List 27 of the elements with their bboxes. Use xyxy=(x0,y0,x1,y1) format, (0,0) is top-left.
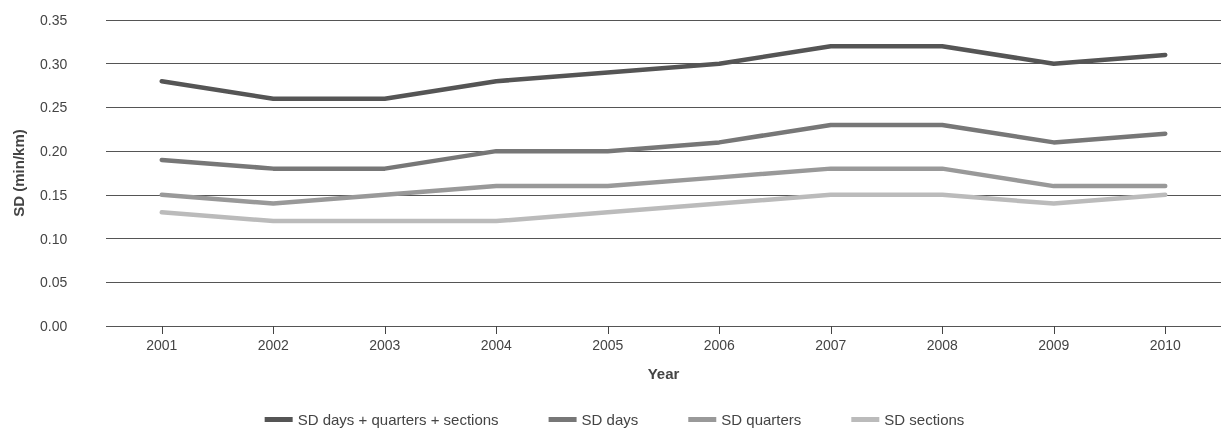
x-tick-label: 2006 xyxy=(703,337,736,353)
y-tick-label: 0.20 xyxy=(40,143,68,160)
line-series xyxy=(159,192,1168,224)
x-tick-label: 2008 xyxy=(926,337,959,353)
legend-label: SD sections xyxy=(884,411,965,428)
y-tick-label: 0.30 xyxy=(40,55,68,72)
y-tick-label: 0.00 xyxy=(40,318,68,334)
legend-label: SD days + quarters + sections xyxy=(297,411,499,428)
x-tick-label: 2004 xyxy=(480,337,513,353)
y-tick-label: 0.25 xyxy=(40,99,68,116)
y-axis-title: SD (min/km) xyxy=(10,129,27,217)
line-series xyxy=(159,122,1168,171)
x-tick-label: 2007 xyxy=(815,337,847,353)
x-tick-label: 2005 xyxy=(592,337,624,353)
x-axis-title: Year xyxy=(647,365,680,382)
x-tick-label: 2009 xyxy=(1038,337,1070,353)
legend-label: SD quarters xyxy=(721,411,802,428)
y-tick-label: 0.05 xyxy=(40,274,68,291)
line-series xyxy=(159,166,1168,206)
x-tick-label: 2001 xyxy=(146,337,178,353)
x-tick-label: 2002 xyxy=(257,337,290,353)
y-tick-label: 0.35 xyxy=(40,12,68,28)
x-tick-label: 2010 xyxy=(1149,337,1182,353)
legend-label: SD days xyxy=(581,411,639,428)
y-tick-label: 0.10 xyxy=(40,230,68,247)
x-tick-label: 2003 xyxy=(369,337,401,353)
y-tick-label: 0.15 xyxy=(40,186,68,203)
